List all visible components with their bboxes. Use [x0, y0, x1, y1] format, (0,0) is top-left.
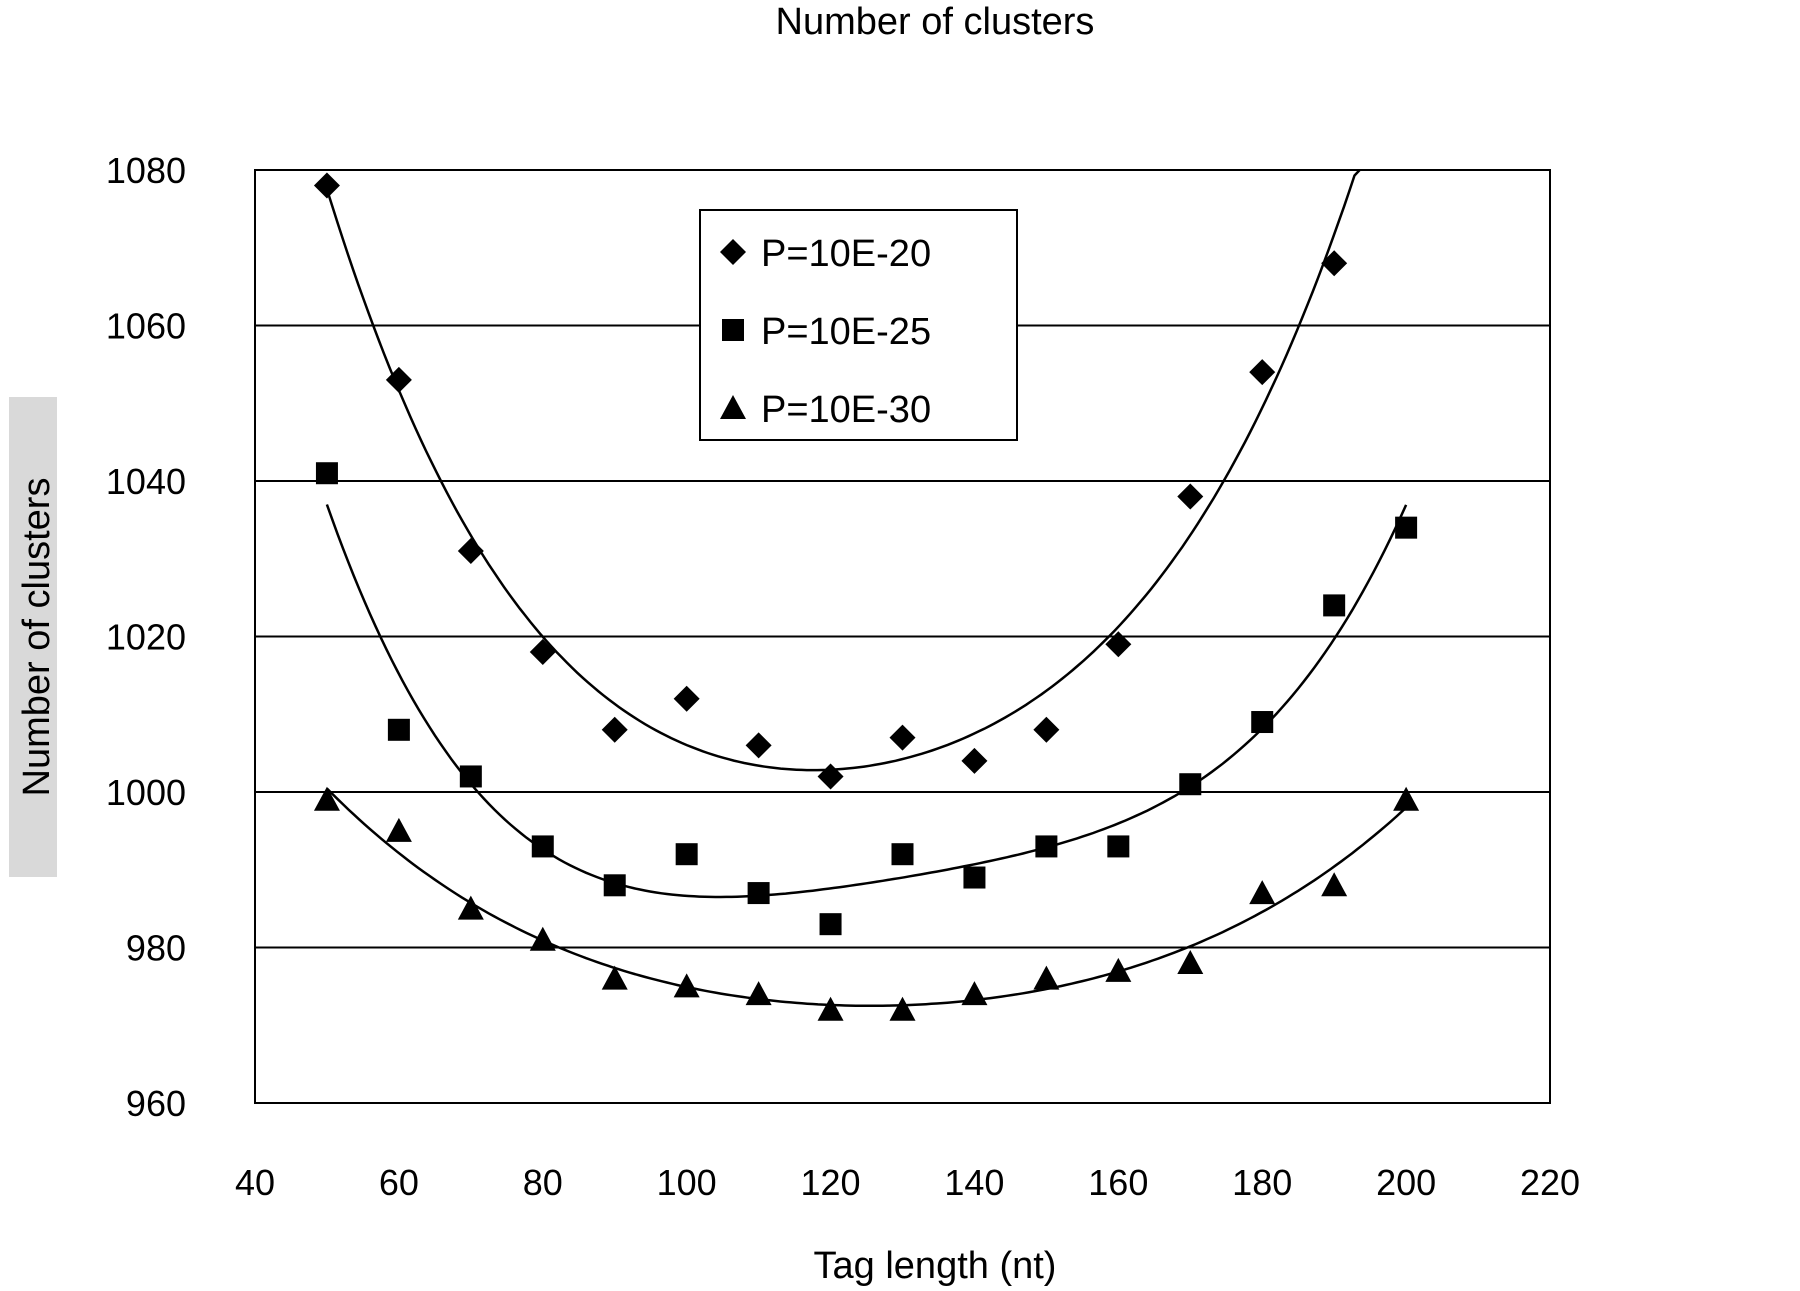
marker-s1-x70 [459, 765, 482, 788]
trend-curves [325, 169, 1408, 1008]
marker-s0-x130 [889, 724, 916, 751]
marker-s0-x110 [745, 732, 772, 759]
legend: P=10E-20 P=10E-25 P=10E-30 [699, 209, 1018, 441]
legend-label-2: P=10E-30 [761, 389, 931, 431]
trend-line-series-2 [326, 787, 1407, 1008]
x-tick-label-60: 60 [379, 1162, 419, 1203]
marker-s0-x80 [529, 639, 556, 666]
marker-s2-x80 [529, 926, 556, 951]
marker-s1-x190 [1323, 594, 1346, 617]
marker-s2-x200 [1393, 786, 1420, 811]
marker-s0-x50 [313, 172, 340, 199]
marker-s0-x150 [1033, 716, 1060, 743]
x-axis-title: Tag length (nt) [814, 1245, 1057, 1287]
chart-title: Number of clusters [776, 1, 1095, 43]
y-tick-label-1060: 1060 [106, 306, 186, 347]
marker-s1-x50 [315, 462, 338, 485]
marker-s2-x60 [385, 817, 412, 842]
x-tick-label-220: 220 [1520, 1162, 1580, 1203]
marker-s2-x70 [457, 895, 484, 920]
y-tick-label-1040: 1040 [106, 461, 186, 502]
trend-line-series-0 [325, 169, 1361, 772]
x-tick-label-40: 40 [235, 1162, 275, 1203]
marker-s2-x50 [313, 786, 340, 811]
x-tick-label-200: 200 [1376, 1162, 1436, 1203]
marker-s2-x140 [961, 981, 988, 1006]
y-tick-label-1000: 1000 [106, 772, 186, 813]
legend-marker-0 [720, 239, 746, 265]
y-axis-title-highlight [9, 397, 57, 877]
legend-marker-2 [720, 395, 746, 419]
marker-s0-x100 [673, 685, 700, 712]
legend-marker-1 [722, 319, 744, 341]
trend-line-series-1 [325, 504, 1408, 899]
marker-s1-x60 [387, 718, 410, 741]
marker-s0-x60 [385, 366, 412, 393]
marker-s0-x190 [1321, 250, 1348, 277]
x-tick-label-120: 120 [801, 1162, 861, 1203]
legend-box [699, 209, 1018, 441]
y-axis-ticks: 960 980 1000 1020 1040 1060 1080 [106, 150, 186, 1124]
data-points [313, 172, 1420, 1021]
marker-s0-x90 [601, 716, 628, 743]
marker-s0-x170 [1177, 483, 1204, 510]
marker-s1-x90 [603, 874, 626, 897]
marker-s2-x120 [817, 996, 844, 1021]
y-tick-label-1020: 1020 [106, 617, 186, 658]
marker-s0-x180 [1249, 359, 1276, 386]
marker-s2-x90 [601, 965, 628, 990]
marker-s0-x120 [817, 763, 844, 790]
marker-s1-x120 [819, 913, 842, 936]
marker-s2-x150 [1033, 965, 1060, 990]
x-tick-label-160: 160 [1088, 1162, 1148, 1203]
marker-s2-x180 [1249, 880, 1276, 905]
marker-s1-x110 [747, 882, 770, 905]
marker-s1-x200 [1395, 516, 1418, 539]
plot-area-frame [254, 169, 1551, 1104]
y-axis-title: Number of clusters [16, 478, 58, 797]
marker-s0-x140 [961, 747, 988, 774]
x-axis-ticks: 40 60 80 100 120 140 160 180 200 220 [235, 1162, 1580, 1203]
y-tick-label-980: 980 [126, 928, 186, 969]
x-tick-label-100: 100 [657, 1162, 717, 1203]
y-axis-title-group: Number of clusters [9, 397, 58, 877]
legend-label-1: P=10E-25 [761, 311, 931, 353]
marker-s1-x80 [531, 835, 554, 858]
y-tick-label-960: 960 [126, 1083, 186, 1124]
y-tick-label-1080: 1080 [106, 150, 186, 191]
legend-items: P=10E-20 P=10E-25 P=10E-30 [720, 233, 931, 431]
marker-s0-x160 [1105, 631, 1132, 658]
marker-s1-x150 [1035, 835, 1058, 858]
marker-s1-x170 [1179, 773, 1202, 796]
marker-s0-x70 [457, 537, 484, 564]
legend-label-0: P=10E-20 [761, 233, 931, 275]
x-tick-label-140: 140 [944, 1162, 1004, 1203]
marker-s2-x100 [673, 973, 700, 998]
marker-s2-x190 [1321, 872, 1348, 897]
marker-s1-x160 [1107, 835, 1130, 858]
marker-s1-x100 [675, 843, 698, 866]
x-tick-label-80: 80 [523, 1162, 563, 1203]
marker-s1-x180 [1251, 711, 1274, 734]
marker-s2-x110 [745, 981, 772, 1006]
marker-s2-x160 [1105, 957, 1132, 982]
marker-s1-x140 [963, 866, 986, 889]
marker-s2-x130 [889, 996, 916, 1021]
marker-s1-x130 [891, 843, 914, 866]
marker-s2-x170 [1177, 950, 1204, 975]
x-tick-label-180: 180 [1232, 1162, 1292, 1203]
